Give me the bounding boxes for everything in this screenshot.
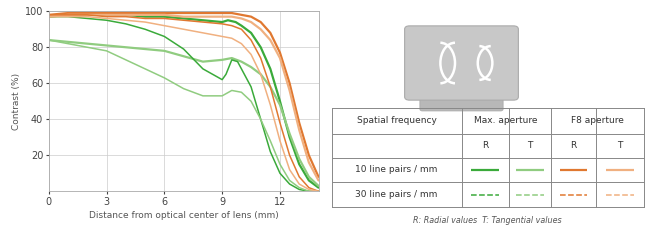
Text: R: R xyxy=(482,141,488,150)
FancyBboxPatch shape xyxy=(404,26,519,100)
Text: Max. aperture: Max. aperture xyxy=(474,117,538,126)
Y-axis label: Contrast (%): Contrast (%) xyxy=(12,73,21,130)
Text: F8 aperture: F8 aperture xyxy=(571,117,623,126)
Text: T: T xyxy=(618,141,623,150)
Text: Spatial frequency: Spatial frequency xyxy=(357,117,436,126)
Text: R: Radial values  T: Tangential values: R: Radial values T: Tangential values xyxy=(413,216,562,225)
Text: 10 line pairs / mm: 10 line pairs / mm xyxy=(356,165,437,174)
Text: T: T xyxy=(527,141,532,150)
Text: 30 line pairs / mm: 30 line pairs / mm xyxy=(356,190,437,199)
X-axis label: Distance from optical center of lens (mm): Distance from optical center of lens (mm… xyxy=(89,211,278,220)
FancyBboxPatch shape xyxy=(420,94,503,111)
Text: R: R xyxy=(571,141,577,150)
